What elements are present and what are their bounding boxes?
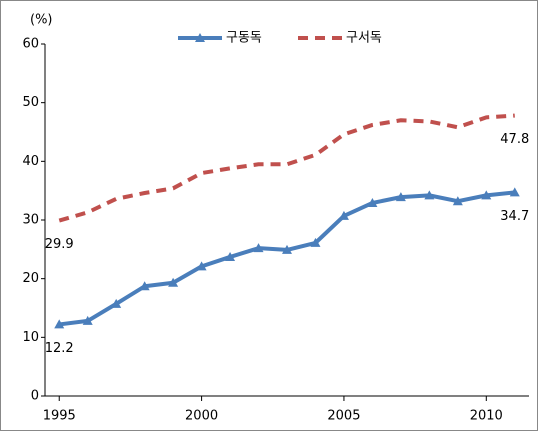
y-axis-label: (%): [30, 13, 53, 28]
x-tick-label: 1995: [43, 409, 76, 424]
data-label: 34.7: [500, 209, 529, 224]
point-marker: [395, 192, 406, 202]
legend-label: 구동독: [226, 31, 262, 46]
point-marker: [367, 197, 378, 207]
series-line: [58, 113, 515, 223]
point-marker: [338, 210, 349, 220]
y-tick-label: 30: [22, 213, 39, 228]
point-marker: [82, 315, 93, 325]
point-marker: [168, 277, 179, 287]
x-tick-label: 2005: [327, 409, 360, 424]
x-tick-label: 2010: [470, 409, 503, 424]
x-tick-label: 2000: [185, 409, 218, 424]
y-tick-label: 0: [31, 389, 39, 404]
point-marker: [282, 244, 292, 254]
y-tick-label: 10: [22, 330, 39, 345]
y-tick-label: 20: [22, 271, 39, 286]
data-label: 12.2: [45, 341, 74, 356]
point-marker: [139, 281, 150, 291]
y-tick-label: 50: [22, 95, 39, 110]
point-marker: [225, 251, 236, 261]
data-label: 29.9: [45, 237, 74, 252]
legend-marker: [195, 33, 205, 42]
point-marker: [310, 237, 321, 247]
point-marker: [424, 190, 435, 200]
y-tick-label: 40: [22, 154, 39, 169]
data-label: 47.8: [500, 132, 529, 147]
y-tick-label: 60: [22, 37, 39, 52]
point-marker: [111, 298, 122, 308]
point-marker: [481, 190, 492, 200]
point-marker: [452, 196, 463, 206]
legend-label: 구서독: [346, 31, 382, 46]
point-marker: [253, 243, 264, 253]
point-marker: [509, 187, 520, 197]
point-marker: [196, 261, 207, 271]
point-marker: [54, 319, 65, 329]
